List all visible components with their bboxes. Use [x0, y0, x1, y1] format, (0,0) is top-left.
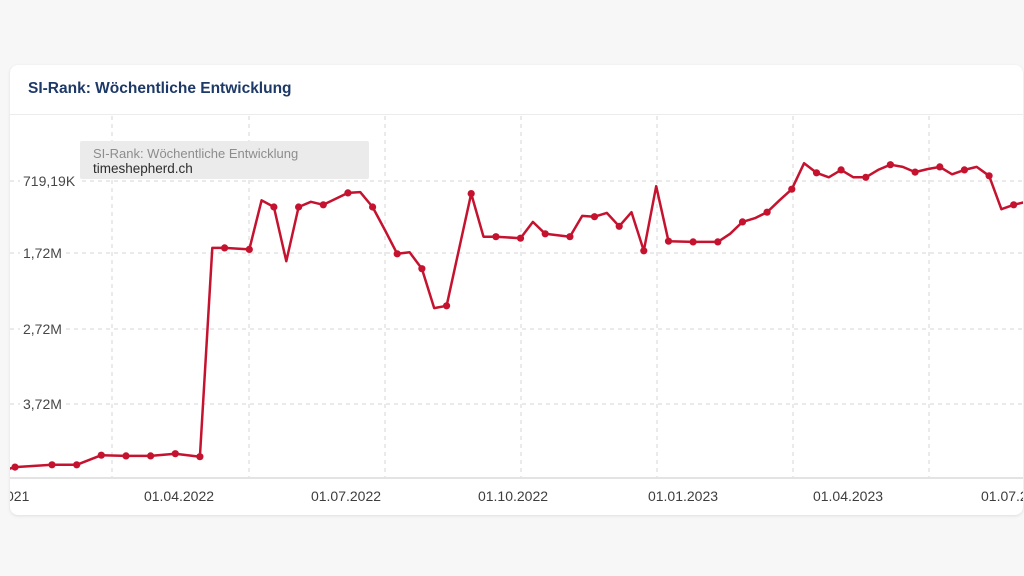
chart-canvas[interactable] — [10, 65, 1023, 515]
data-point-marker[interactable] — [467, 190, 475, 198]
data-point-marker[interactable] — [97, 451, 105, 459]
data-point-marker[interactable] — [936, 163, 944, 171]
data-point-marker[interactable] — [196, 453, 204, 461]
data-point-marker[interactable] — [369, 203, 377, 211]
data-point-marker[interactable] — [862, 173, 870, 181]
title-divider — [10, 114, 1023, 115]
x-axis-tick-label: 01.10.2022 — [477, 488, 549, 504]
data-point-marker[interactable] — [48, 461, 56, 469]
data-point-marker[interactable] — [221, 244, 229, 252]
data-point-marker[interactable] — [270, 203, 278, 211]
data-point-marker[interactable] — [689, 238, 697, 246]
y-axis-tick-label: 2,72M — [20, 321, 65, 337]
x-axis-tick-label: 01.04.2023 — [812, 488, 884, 504]
data-point-marker[interactable] — [443, 302, 451, 310]
data-point-marker[interactable] — [11, 463, 19, 471]
y-axis-tick-label: 719,19K — [20, 173, 79, 189]
y-axis-tick-label: 3,72M — [20, 396, 65, 412]
data-point-marker[interactable] — [837, 166, 845, 174]
data-point-marker[interactable] — [541, 230, 549, 238]
series-line — [10, 161, 1023, 470]
x-axis-tick-label: 01.07.2022 — [310, 488, 382, 504]
data-point-marker[interactable] — [1010, 201, 1018, 209]
data-point-marker[interactable] — [418, 265, 426, 273]
tooltip-title: SI-Rank: Wöchentliche Entwicklung — [93, 146, 299, 161]
data-point-marker[interactable] — [960, 166, 969, 174]
y-axis-tick-label: 1,72M — [20, 245, 65, 261]
data-point-marker[interactable] — [812, 169, 821, 177]
x-axis-tick-label: 01.01.2023 — [647, 488, 719, 504]
data-point-marker[interactable] — [73, 461, 81, 469]
data-point-marker[interactable] — [516, 234, 525, 242]
tooltip-domain: timeshepherd.ch — [93, 161, 193, 176]
x-axis-tick-label: 021 — [10, 488, 30, 504]
x-axis-tick-label: 01.04.2022 — [143, 488, 215, 504]
data-point-marker[interactable] — [738, 218, 747, 226]
data-point-marker[interactable] — [122, 452, 130, 460]
data-point-marker[interactable] — [590, 213, 599, 221]
data-point-marker[interactable] — [319, 201, 327, 209]
data-point-marker[interactable] — [171, 450, 179, 458]
data-point-marker[interactable] — [664, 237, 673, 245]
data-point-marker[interactable] — [788, 185, 796, 193]
data-point-marker[interactable] — [393, 250, 401, 258]
data-point-marker[interactable] — [911, 168, 919, 176]
data-point-marker[interactable] — [295, 203, 303, 211]
data-point-marker[interactable] — [763, 208, 771, 216]
chart-area: SI-Rank: Wöchentliche Entwicklung timesh… — [10, 65, 1023, 515]
chart-card: SI-Rank: Wöchentliche Entwicklung SI-Ran… — [10, 65, 1023, 515]
data-point-marker[interactable] — [886, 161, 895, 169]
data-point-marker[interactable] — [492, 233, 500, 241]
chart-tooltip: SI-Rank: Wöchentliche Entwicklung timesh… — [80, 141, 369, 179]
data-point-marker[interactable] — [615, 222, 623, 230]
data-point-marker[interactable] — [566, 233, 574, 241]
data-point-marker[interactable] — [640, 247, 648, 255]
data-point-marker[interactable] — [714, 238, 722, 246]
x-axis-line — [10, 477, 1023, 479]
data-point-marker[interactable] — [147, 452, 155, 460]
data-point-marker[interactable] — [245, 245, 253, 253]
data-point-marker[interactable] — [985, 172, 993, 180]
x-axis-tick-label: 01.07.2 — [981, 488, 1023, 504]
chart-title: SI-Rank: Wöchentliche Entwicklung — [28, 80, 292, 97]
data-point-marker[interactable] — [344, 189, 352, 197]
